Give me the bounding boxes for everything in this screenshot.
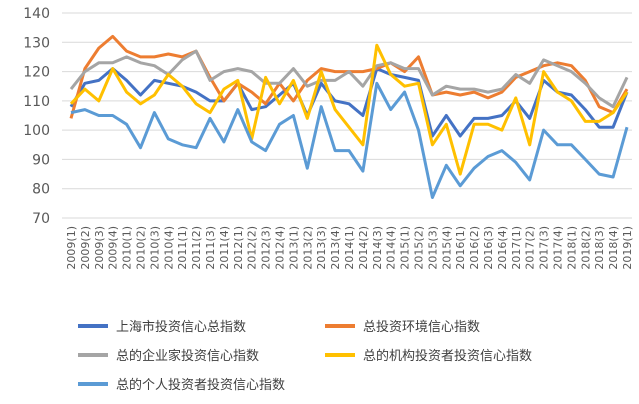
x-tick-label: 2012(3) (260, 226, 273, 270)
x-tick-label: 2015(2) (413, 226, 426, 270)
x-tick-label: 2011(2) (190, 226, 203, 270)
x-tick-label: 2018(2) (579, 226, 592, 270)
y-tick-label: 80 (32, 182, 50, 198)
x-tick-label: 2016(3) (482, 226, 495, 270)
x-tick-label: 2019(1) (621, 226, 634, 270)
x-tick-label: 2015(4) (440, 226, 453, 270)
x-tick-label: 2009(3) (93, 226, 106, 270)
x-tick-label: 2017(1) (510, 226, 523, 270)
x-tick-label: 2016(1) (454, 226, 467, 270)
x-tick-label: 2018(4) (607, 226, 620, 270)
x-tick-label: 2017(2) (524, 226, 537, 270)
y-tick-label: 90 (32, 152, 50, 168)
y-tick-label: 130 (23, 35, 50, 51)
x-tick-label: 2011(1) (176, 226, 189, 270)
x-tick-label: 2013(2) (301, 226, 314, 270)
x-tick-label: 2011(3) (204, 226, 217, 270)
x-tick-label: 2009(1) (65, 226, 78, 270)
x-tick-label: 2017(4) (552, 226, 565, 270)
legend-swatch (78, 323, 108, 328)
legend-swatch (325, 323, 355, 328)
x-tick-label: 2009(4) (107, 226, 120, 270)
x-tick-label: 2010(3) (148, 226, 161, 270)
legend-item-1: 总投资环境信心指数 (325, 316, 480, 335)
legend-item-3: 总的机构投资者投资信心指数 (325, 345, 532, 364)
y-tick-label: 110 (23, 94, 50, 110)
x-tick-label: 2012(4) (274, 226, 287, 270)
legend-label: 总的企业家投资信心指数 (116, 349, 260, 364)
legend-label: 总的个人投资者投资信心指数 (116, 378, 286, 393)
x-tick-label: 2010(2) (135, 226, 148, 270)
x-tick-label: 2014(1) (343, 226, 356, 270)
legend-label: 总投资环境信心指数 (363, 320, 481, 335)
legend-swatch (78, 352, 108, 357)
x-tick-label: 2014(3) (371, 226, 384, 270)
x-tick-label: 2016(2) (468, 226, 481, 270)
y-tick-label: 120 (23, 65, 50, 81)
y-tick-label: 70 (32, 211, 50, 227)
x-tick-label: 2014(4) (385, 226, 398, 270)
y-tick-label: 140 (23, 6, 50, 22)
legend-label: 上海市投资信心总指数 (116, 320, 247, 335)
x-tick-label: 2013(4) (329, 226, 342, 270)
x-tick-label: 2013(1) (287, 226, 300, 270)
x-tick-label: 2013(3) (315, 226, 328, 270)
x-tick-label: 2010(4) (162, 226, 175, 270)
legend-label: 总的机构投资者投资信心指数 (363, 349, 533, 364)
legend-swatch (78, 381, 108, 386)
x-tick-label: 2017(3) (538, 226, 551, 270)
x-tick-label: 2015(1) (399, 226, 412, 270)
x-tick-label: 2012(1) (232, 226, 245, 270)
y-tick-label: 100 (23, 123, 50, 139)
x-tick-label: 2014(2) (357, 226, 370, 270)
legend-item-2: 总的企业家投资信心指数 (78, 345, 259, 364)
legend-swatch (325, 352, 355, 357)
x-tick-label: 2016(4) (496, 226, 509, 270)
x-tick-label: 2012(2) (246, 226, 259, 270)
x-tick-label: 2018(1) (565, 226, 578, 270)
legend-item-0: 上海市投资信心总指数 (78, 316, 246, 335)
x-tick-label: 2018(3) (593, 226, 606, 270)
x-tick-label: 2011(4) (218, 226, 231, 270)
x-tick-label: 2010(1) (121, 226, 134, 270)
legend-item-4: 总的个人投资者投资信心指数 (78, 374, 285, 393)
x-tick-label: 2015(3) (426, 226, 439, 270)
x-tick-label: 2009(2) (79, 226, 92, 270)
